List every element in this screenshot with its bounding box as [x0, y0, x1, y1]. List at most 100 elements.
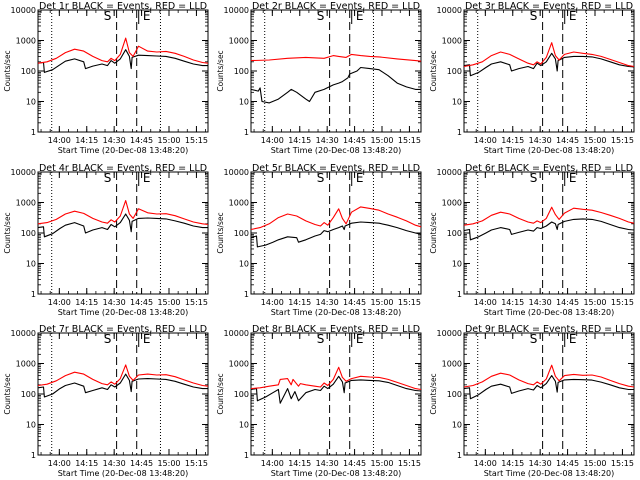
- x-axis-label: Start Time (20-Dec-08 13:48:20): [58, 146, 189, 155]
- y-tick-label: 1: [31, 451, 36, 460]
- x-tick-label: 14:15: [501, 136, 524, 145]
- y-tick-label: 10000: [224, 329, 249, 338]
- series-line-events: [463, 52, 635, 77]
- x-tick-label: 15:00: [157, 298, 180, 307]
- series-line-lld: [250, 53, 422, 62]
- y-tick-label: 1000: [442, 360, 462, 369]
- y-tick-label: 100: [21, 229, 36, 238]
- y-tick-label: 10000: [11, 6, 36, 15]
- panel-title: Det 6r BLACK = Events, RED = LLD: [465, 163, 633, 174]
- x-tick-label: 14:00: [261, 459, 284, 468]
- x-tick-label: 14:30: [529, 459, 552, 468]
- y-tick-label: 10: [26, 98, 36, 107]
- y-axis-label: Counts/sec: [216, 212, 225, 253]
- series-line-lld: [37, 200, 209, 226]
- y-tick-label: 100: [234, 67, 249, 76]
- x-tick-label: 14:45: [130, 298, 153, 307]
- y-axis-label: Counts/sec: [3, 373, 12, 414]
- y-axis-label: Counts/sec: [216, 50, 225, 91]
- panel-det-4: Det 4r BLACK = Events, RED = LLD 1 10 100 10…: [3, 163, 209, 317]
- panel-det-7: Det 7r BLACK = Events, RED = LLD 1 10 100 10…: [3, 324, 209, 478]
- x-tick-label: 14:45: [130, 459, 153, 468]
- y-tick-label: 10000: [437, 6, 462, 15]
- series-line-lld: [463, 206, 635, 226]
- x-axis-label: Start Time (20-Dec-08 13:48:20): [484, 146, 615, 155]
- series-line-events: [37, 49, 208, 73]
- start-marker-label: S: [530, 171, 538, 185]
- x-tick-label: 14:15: [75, 298, 98, 307]
- x-tick-label: 14:30: [103, 459, 126, 468]
- x-tick-label: 14:00: [48, 298, 71, 307]
- y-tick-label: 10000: [224, 6, 249, 15]
- y-axis-label: Counts/sec: [3, 50, 12, 91]
- x-tick-label: 15:15: [611, 136, 634, 145]
- x-axis-label: Start Time (20-Dec-08 13:48:20): [484, 469, 615, 478]
- x-tick-label: 14:15: [288, 459, 311, 468]
- y-tick-label: 100: [447, 390, 462, 399]
- y-tick-label: 10000: [11, 168, 36, 177]
- y-tick-label: 1000: [229, 360, 249, 369]
- panel-title: Det 4r BLACK = Events, RED = LLD: [39, 163, 207, 174]
- series-line-events: [250, 221, 422, 248]
- x-tick-label: 14:00: [474, 459, 497, 468]
- panel-det-3: Det 3r BLACK = Events, RED = LLD 1 10 100 10…: [429, 1, 635, 155]
- x-tick-label: 14:00: [261, 298, 284, 307]
- end-marker-label: E: [356, 171, 364, 185]
- x-tick-label: 14:30: [316, 459, 339, 468]
- series-line-lld: [463, 364, 635, 388]
- x-tick-label: 14:00: [261, 136, 284, 145]
- y-tick-label: 1: [457, 128, 462, 137]
- y-tick-label: 10: [26, 260, 36, 269]
- x-tick-label: 15:15: [611, 298, 634, 307]
- x-tick-label: 14:00: [48, 459, 71, 468]
- y-tick-label: 1000: [229, 199, 249, 208]
- end-marker-label: E: [143, 171, 151, 185]
- x-tick-label: 14:45: [343, 459, 366, 468]
- x-tick-label: 14:15: [288, 298, 311, 307]
- x-axis-label: Start Time (20-Dec-08 13:48:20): [271, 308, 402, 317]
- end-marker-label: E: [569, 9, 577, 23]
- x-tick-label: 14:30: [529, 298, 552, 307]
- x-tick-label: 14:00: [474, 298, 497, 307]
- y-tick-label: 1000: [16, 199, 36, 208]
- y-tick-label: 1000: [16, 37, 36, 46]
- y-tick-label: 1: [31, 290, 36, 299]
- y-tick-label: 1: [244, 451, 249, 460]
- start-marker-label: S: [317, 9, 325, 23]
- panel-title: Det 8r BLACK = Events, RED = LLD: [252, 324, 420, 335]
- series-line-lld: [463, 42, 635, 68]
- y-tick-label: 1: [31, 128, 36, 137]
- y-tick-label: 10: [239, 98, 249, 107]
- start-marker-label: S: [530, 9, 538, 23]
- series-line-events: [463, 218, 635, 241]
- panel-det-5: Det 5r BLACK = Events, RED = LLD 1 10 100 10…: [216, 163, 422, 317]
- y-tick-label: 100: [447, 67, 462, 76]
- end-marker-label: E: [143, 332, 151, 346]
- y-tick-label: 10: [239, 421, 249, 430]
- x-tick-label: 15:00: [370, 136, 393, 145]
- y-tick-label: 10: [26, 421, 36, 430]
- x-tick-label: 15:00: [583, 459, 606, 468]
- x-tick-label: 14:30: [529, 136, 552, 145]
- y-axis-label: Counts/sec: [429, 50, 438, 91]
- series-line-events: [37, 373, 208, 398]
- panel-title: Det 1r BLACK = Events, RED = LLD: [39, 1, 207, 12]
- start-marker-label: S: [104, 9, 112, 23]
- y-tick-label: 10000: [437, 329, 462, 338]
- series-line-events: [37, 213, 208, 238]
- x-tick-label: 14:45: [343, 136, 366, 145]
- x-tick-label: 15:15: [398, 298, 421, 307]
- series-line-lld: [250, 206, 422, 231]
- x-axis-label: Start Time (20-Dec-08 13:48:20): [58, 469, 189, 478]
- panel-det-9: Det 9r BLACK = Events, RED = LLD 1 10 100 10…: [429, 324, 635, 478]
- y-tick-label: 10: [239, 260, 249, 269]
- series-line-events: [250, 66, 421, 104]
- series-line-lld: [37, 364, 209, 387]
- end-marker-label: E: [569, 171, 577, 185]
- end-marker-label: E: [143, 9, 151, 23]
- y-axis-label: Counts/sec: [429, 212, 438, 253]
- y-tick-label: 1: [457, 290, 462, 299]
- y-axis-label: Counts/sec: [429, 373, 438, 414]
